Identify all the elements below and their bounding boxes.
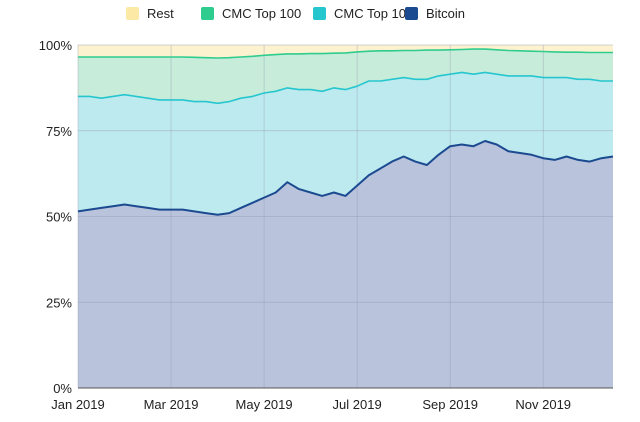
x-tick-label: Sep 2019: [422, 397, 478, 412]
area-bitcoin: [78, 141, 613, 388]
legend-swatch-cmc-top-10: [313, 7, 326, 20]
y-tick-label: 75%: [46, 124, 72, 139]
legend-item-cmc-top-100: CMC Top 100: [201, 6, 301, 21]
x-tick-label: Mar 2019: [144, 397, 199, 412]
series-lines: [77, 48, 614, 216]
legend-label-cmc-top-10: CMC Top 10: [334, 6, 406, 21]
line-bitcoin: [77, 140, 614, 216]
y-tick-label: 50%: [46, 210, 72, 225]
chart-legend: Rest CMC Top 100 CMC Top 10 Bitcoin: [126, 6, 465, 21]
line-cmc-top-100: [78, 48, 613, 59]
x-tick-label: Jul 2019: [333, 397, 382, 412]
legend-item-rest: Rest: [126, 6, 174, 21]
y-tick-label: 0%: [53, 381, 72, 396]
legend-label-cmc-top-100: CMC Top 100: [222, 6, 301, 21]
x-tick-label: May 2019: [236, 397, 293, 412]
y-tick-label: 100%: [39, 38, 73, 53]
legend-swatch-rest: [126, 7, 139, 20]
x-tick-label: Nov 2019: [515, 397, 571, 412]
legend-label-bitcoin: Bitcoin: [426, 6, 465, 21]
chart-grid: [77, 44, 613, 389]
legend-item-cmc-top-10: CMC Top 10: [313, 6, 406, 21]
legend-swatch-cmc-top-100: [201, 7, 214, 20]
line-cmc-top-10: [78, 71, 613, 105]
y-axis-ticks: 0% 25% 50% 75% 100%: [39, 38, 73, 396]
legend-swatch-bitcoin: [405, 7, 418, 20]
x-tick-label: Jan 2019: [51, 397, 105, 412]
x-axis-ticks: Jan 2019 Mar 2019 May 2019 Jul 2019 Sep 2019…: [51, 397, 571, 412]
legend-item-bitcoin: Bitcoin: [405, 6, 465, 21]
y-tick-label: 25%: [46, 295, 72, 310]
legend-label-rest: Rest: [147, 6, 174, 21]
